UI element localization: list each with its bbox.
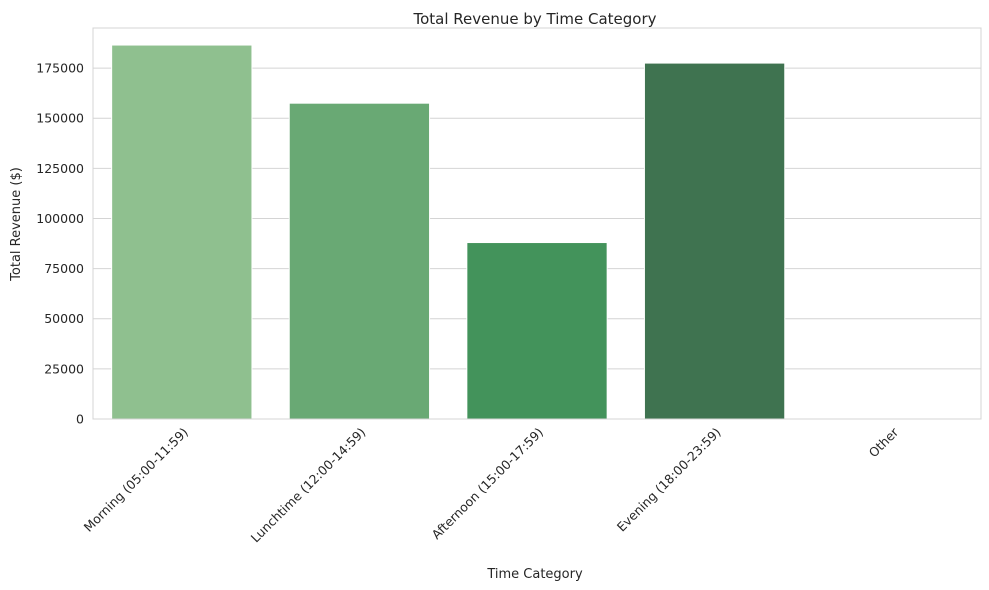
plot-frame — [92, 27, 982, 420]
y-tick-label: 25000 — [44, 361, 84, 376]
bars — [111, 44, 786, 420]
y-tick-label: 100000 — [36, 211, 84, 226]
x-tick-labels: Morning (05:00-11:59) Lunchtime (12:00-14… — [81, 424, 902, 545]
x-axis-label: Time Category — [486, 567, 583, 582]
bar — [643, 62, 786, 420]
x-tick-label: Morning (05:00-11:59) — [81, 425, 191, 535]
bar — [466, 242, 608, 420]
y-tick-label: 150000 — [36, 111, 84, 126]
y-tick-labels: 0 25000 50000 75000 100000 125000 150000 175000 — [36, 61, 84, 427]
x-tick-label: Afternoon (15:00-17:59) — [429, 425, 547, 543]
y-tick-label: 50000 — [44, 311, 84, 326]
y-tick-label: 125000 — [36, 161, 84, 176]
chart-title: Total Revenue by Time Category — [412, 10, 656, 28]
y-tick-label: 75000 — [44, 261, 84, 276]
x-tick-label: Evening (18:00-23:59) — [614, 425, 724, 535]
y-axis-label: Total Revenue ($) — [9, 167, 24, 282]
x-tick-label: Lunchtime (12:00-14:59) — [248, 425, 369, 546]
bar — [111, 44, 253, 420]
bar — [288, 102, 431, 420]
x-tick-label: Other — [866, 424, 902, 460]
y-tick-label: 175000 — [36, 61, 84, 76]
y-tick-label: 0 — [76, 412, 84, 427]
